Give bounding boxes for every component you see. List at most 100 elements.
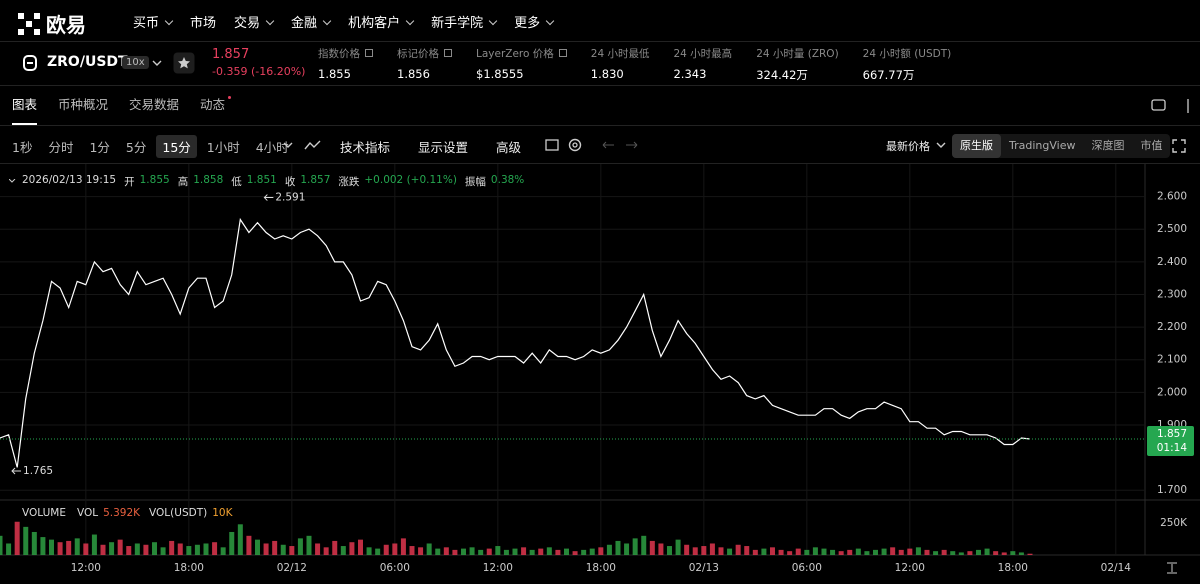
volume-bar [1001,552,1007,555]
interval-more[interactable] [282,140,294,150]
interval[interactable]: 1分 [89,140,110,155]
more-icon[interactable] [1184,98,1198,114]
fullscreen[interactable] [1171,138,1187,154]
interval[interactable]: 5分 [125,140,147,155]
ohlc-label: 开 [124,176,135,188]
volume-bar [297,538,303,555]
stat-label: 24 小时额 (USDT) [862,48,952,60]
volume-bar [589,548,595,555]
volume-bar [486,548,492,555]
volume-bar [735,544,741,555]
nav-item[interactable]: 交易 [234,12,273,31]
settings-icon[interactable] [567,137,583,153]
volume-bar [323,547,329,555]
favorite[interactable] [173,52,195,74]
x-tick-label: 12:00 [483,562,513,574]
nav-item[interactable]: 机构客户 [348,12,413,31]
chart-style[interactable] [304,138,322,152]
stat-label[interactable]: 标记价格 [397,46,452,61]
price-type-dropdown[interactable] [935,140,947,150]
tool[interactable]: 技术指标 [340,140,391,155]
tab[interactable]: 动态 [200,86,232,125]
volume-bar [246,535,252,555]
volume-bar [615,540,621,555]
volume-bar [6,543,12,555]
ohlc-label: 涨跌 [338,176,360,188]
nav-item[interactable]: 买币 [133,12,172,31]
interval[interactable]: 分时 [48,140,74,155]
volume-bar [186,546,192,555]
interval[interactable]: 1小时 [206,140,240,155]
interval[interactable]: 1秒 [12,140,33,155]
volume-bar [529,549,535,555]
volume-bar [460,548,466,555]
volume-bar [709,543,715,555]
volume-bar [967,551,973,555]
layout-icon[interactable] [1151,99,1167,113]
interval[interactable]: 4小时 [255,140,289,155]
volume-bar [1010,551,1016,555]
volume-bar [272,540,278,555]
volume-bar [503,549,509,555]
volume-bar [890,547,896,555]
volume-bar [495,546,501,555]
volume-bar [469,547,475,555]
nav-item[interactable]: 新手学院 [431,12,496,31]
stat-value: 2.343 [673,67,707,81]
price-type[interactable]: 最新价格 [886,140,930,153]
y-tick-label: 2.600 [1157,191,1187,203]
stats: 指数价格 1.855 标记价格 1.856 LayerZero 价格 $1.8555 24 … [318,46,951,83]
camera-icon[interactable] [544,137,560,153]
volume-bar [812,547,818,555]
y-tick-label: 2.400 [1157,256,1187,268]
volume-legend-value: 5.392K [103,507,141,519]
pair[interactable]: ZRO/USDT [47,54,128,70]
volume-bar [66,540,72,555]
volume-bar [1018,552,1024,555]
volume-bar [787,551,793,555]
x-tick-label: 18:00 [586,562,616,574]
new-dot [228,96,232,99]
view[interactable]: 原生版 [952,134,1001,158]
view[interactable]: 市值 [1140,139,1163,152]
volume-bar [555,549,561,555]
volume-bar [263,543,269,555]
ohlc-value: +0.002 (+0.11%) [364,174,457,186]
volume-title: VOLUME [22,507,66,519]
tab[interactable]: 图表 [12,86,38,125]
interval[interactable]: 15分 [156,135,197,158]
ohlc-value: 0.38% [490,174,525,186]
volume-bar [830,549,836,555]
pair-dropdown[interactable] [151,58,163,68]
nav-item[interactable]: 更多 [514,12,553,31]
view-switch: 原生版 TradingView 深度图 市值 [952,134,1171,158]
volume-bar [315,543,321,555]
volume-legend-label: VOL(USDT) [149,507,208,519]
stat-label[interactable]: 指数价格 [318,46,373,61]
axis-settings-icon[interactable] [1167,562,1177,574]
tab[interactable]: 交易数据 [129,97,180,112]
tool[interactable]: 高级 [496,140,522,155]
logo-text: 欧易 [46,13,86,37]
volume-bar [418,547,424,555]
collapse-icon[interactable] [9,179,17,185]
stat-value: 1.856 [397,67,430,81]
volume-bar [821,548,827,555]
volume-bar [109,542,115,555]
tab[interactable]: 币种概况 [58,97,109,112]
nav-item[interactable]: 市场 [190,16,217,31]
undo-redo[interactable] [600,138,640,152]
volume-bar [177,543,183,555]
tool[interactable]: 显示设置 [418,140,469,155]
view[interactable]: 深度图 [1091,139,1125,152]
stat-label[interactable]: LayerZero 价格 [476,46,567,61]
volume-bar [220,547,226,555]
volume-bar [864,551,870,555]
nav-item[interactable]: 金融 [291,12,330,31]
x-tick-label: 02/12 [277,562,307,574]
view[interactable]: TradingView [1009,139,1076,152]
volume-bar [332,540,338,555]
volume-bar [74,538,80,555]
logo[interactable]: 欧易 [18,9,86,38]
y-tick-label: 2.300 [1157,288,1187,300]
